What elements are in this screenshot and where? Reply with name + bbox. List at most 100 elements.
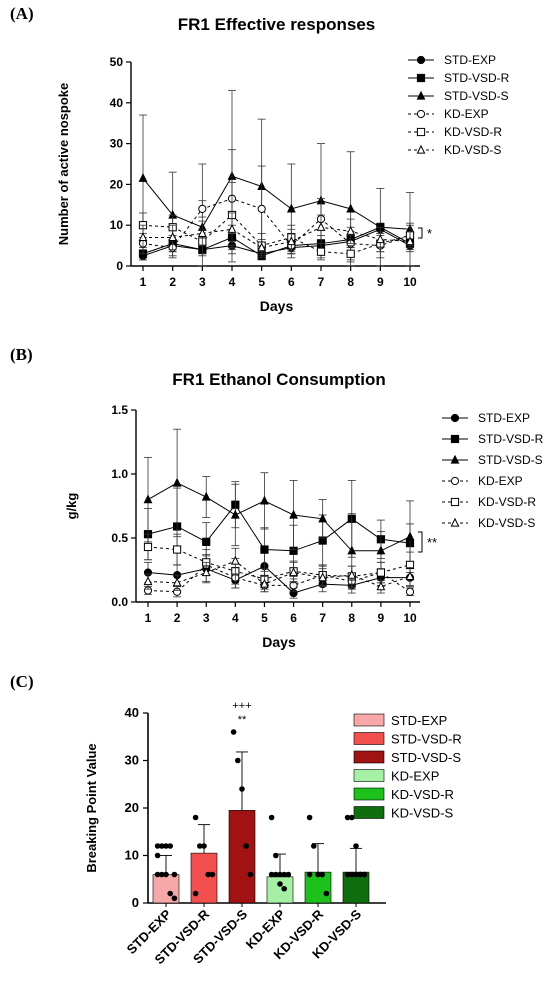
data-point <box>230 509 240 519</box>
legend-label: STD-VSD-S <box>391 750 461 765</box>
series-line <box>142 228 411 257</box>
data-point <box>192 814 199 821</box>
x-tick-label: 5 <box>261 611 268 625</box>
data-point <box>168 232 178 242</box>
x-tick-label: 10 <box>403 611 417 625</box>
series-line <box>147 564 411 593</box>
data-point <box>289 509 298 519</box>
data-point <box>209 871 216 878</box>
legend-label: KD-EXP <box>391 769 439 784</box>
data-point <box>277 871 283 878</box>
data-point <box>201 843 207 849</box>
series-std-exp <box>143 552 415 599</box>
data-point <box>172 477 182 487</box>
y-tick-label: 0.5 <box>111 531 128 545</box>
legend-label: KD-VSD-R <box>391 787 454 802</box>
legend-marker <box>450 497 460 507</box>
data-point <box>316 221 326 231</box>
data-point <box>260 495 269 505</box>
data-point <box>347 545 357 555</box>
data-point <box>353 843 359 849</box>
data-point <box>192 890 199 897</box>
data-point <box>357 871 364 878</box>
annotation-plus: +++ <box>232 700 251 712</box>
data-point <box>138 232 148 242</box>
data-point <box>171 895 178 902</box>
data-point <box>289 567 298 577</box>
data-point <box>344 814 351 821</box>
data-point <box>197 228 207 237</box>
legend-marker <box>450 413 460 423</box>
bar-group-std-vsd-s <box>228 729 256 907</box>
data-point <box>171 871 178 878</box>
data-point <box>346 203 356 213</box>
x-tick-label: 2 <box>169 275 176 289</box>
x-tick-label: 6 <box>290 611 297 625</box>
y-tick-label: 50 <box>110 55 124 69</box>
legend-marker <box>416 109 426 119</box>
x-tick-label: 4 <box>229 275 236 289</box>
chart-title: FR1 Ethanol Consumption <box>172 370 385 389</box>
x-axis-label: Days <box>260 298 294 314</box>
data-point <box>260 578 269 588</box>
y-tick-label: 30 <box>110 137 124 151</box>
legend-marker <box>450 454 460 464</box>
data-point <box>376 568 385 577</box>
y-tick-label: 30 <box>125 753 139 768</box>
legend-label: KD-VSD-S <box>444 143 501 157</box>
series-std-vsd-r <box>138 222 415 261</box>
legend-label: STD-VSD-R <box>478 432 544 446</box>
series-std-vsd-s <box>138 90 415 267</box>
data-point <box>318 513 328 523</box>
y-axis-label: Breaking Point Value <box>84 743 99 872</box>
series-line <box>143 226 411 249</box>
data-point <box>243 843 249 849</box>
legend-swatch <box>353 787 385 801</box>
data-point <box>247 871 254 878</box>
legend-swatch <box>353 769 385 782</box>
data-point <box>239 786 245 792</box>
data-point <box>273 852 279 859</box>
bar-group-kd-exp <box>266 814 294 907</box>
data-point <box>268 871 275 878</box>
data-point <box>306 814 313 821</box>
data-point <box>319 871 326 878</box>
bar-group-std-vsd-r <box>190 814 218 907</box>
x-tick-label: 4 <box>232 611 239 625</box>
data-point <box>154 843 161 849</box>
legend-label: KD-VSD-S <box>478 516 535 530</box>
x-tick-label: 10 <box>403 275 417 289</box>
x-tick-label: 8 <box>347 275 354 289</box>
data-point <box>285 871 292 878</box>
legend-label: STD-EXP <box>444 53 496 67</box>
data-point <box>163 871 169 878</box>
data-point <box>197 843 203 849</box>
chart-ethanol-consumption: FR1 Ethanol Consumption 0.0 0.5 1.0 1.5 1 2 3 4 5… <box>64 370 544 650</box>
legend-marker <box>450 434 460 444</box>
data-point <box>286 236 296 246</box>
significance-bracket <box>418 531 423 553</box>
data-point <box>230 729 237 735</box>
significance-label: * <box>427 226 432 241</box>
series-line <box>147 565 410 594</box>
annotation-stars: ** <box>238 714 247 726</box>
data-point <box>235 757 241 764</box>
data-point <box>311 843 317 849</box>
x-axis-label: Days <box>262 634 296 650</box>
legend-label: KD-EXP <box>444 107 489 121</box>
x-tick-label: 9 <box>377 275 384 289</box>
data-point <box>376 581 386 591</box>
data-point <box>260 545 269 554</box>
data-point <box>143 542 153 552</box>
data-point <box>159 871 165 878</box>
series-kd-exp <box>138 149 415 261</box>
chart-effective-responses: FR1 Effective responses 0 10 20 30 40 50 1 2 3 4 5 6… <box>56 15 510 314</box>
data-point <box>375 234 385 244</box>
data-point <box>323 890 330 897</box>
series-line <box>142 175 411 230</box>
series-kd-vsd-r <box>143 533 415 590</box>
x-tick-label: 7 <box>318 275 325 289</box>
data-point <box>346 226 356 235</box>
data-point <box>167 843 173 849</box>
x-tick-label: 7 <box>319 611 326 625</box>
